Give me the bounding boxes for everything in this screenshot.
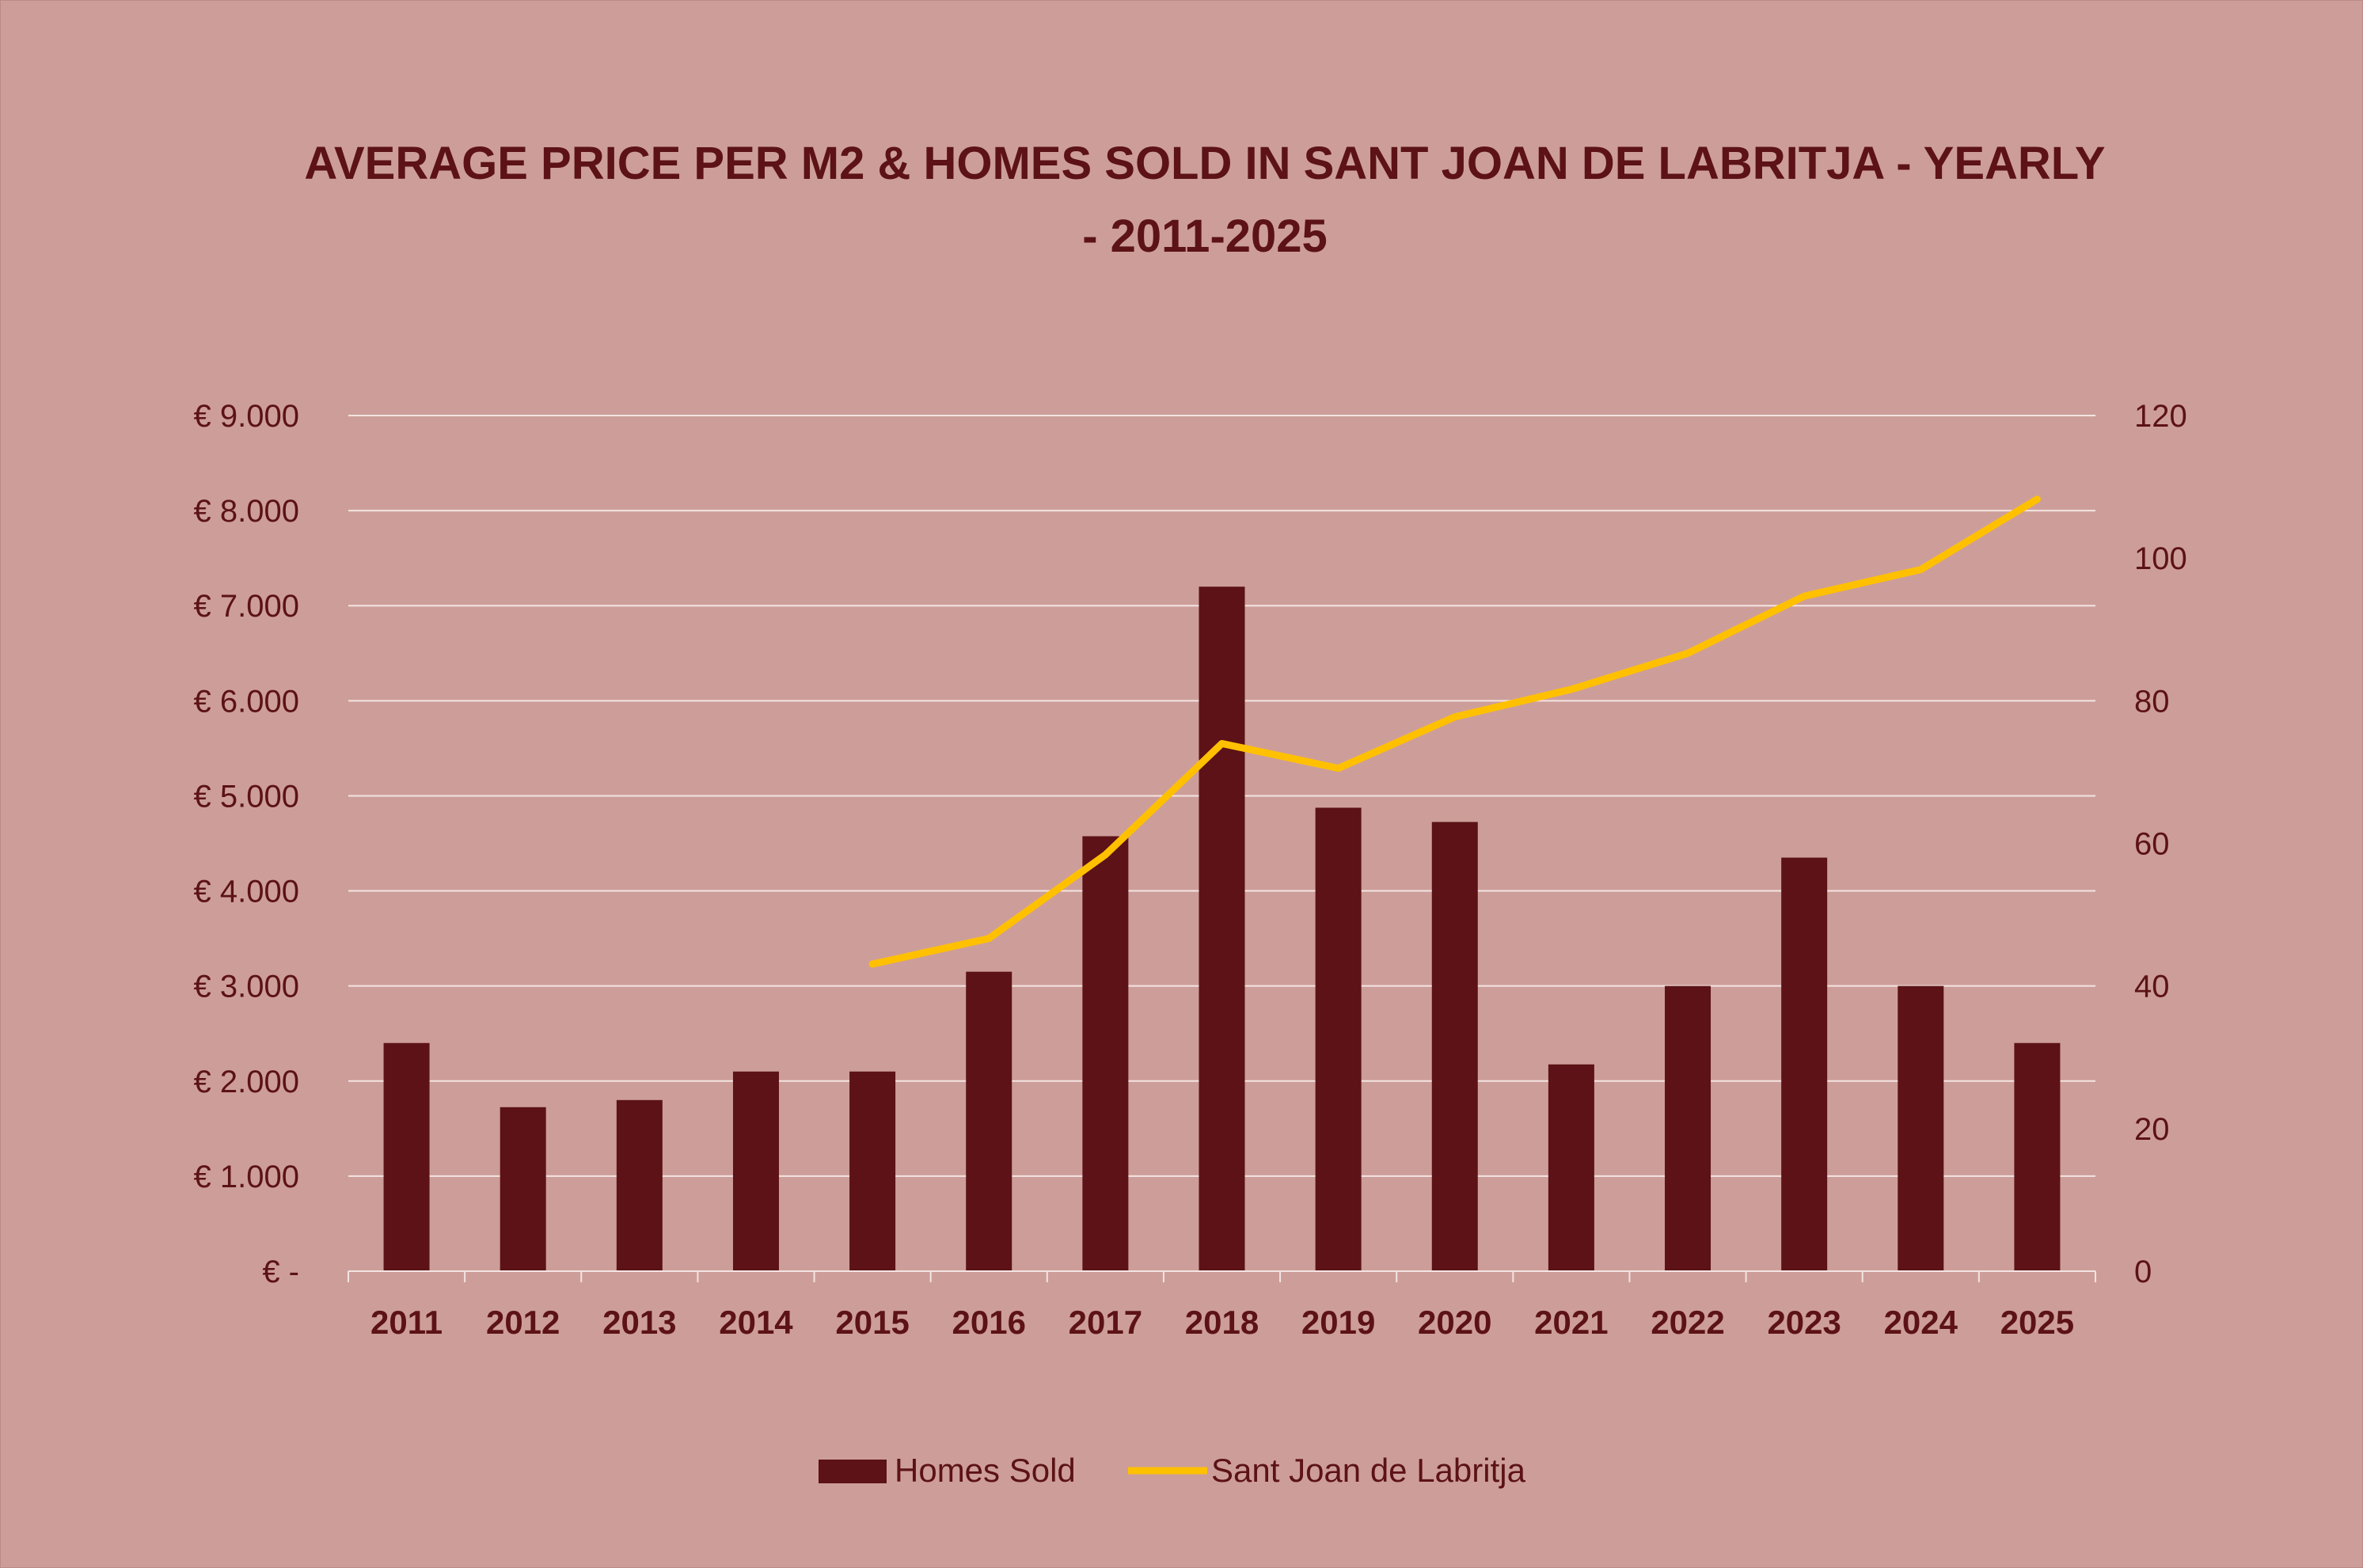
bar-homes-sold	[966, 971, 1012, 1271]
bar-homes-sold	[1548, 1064, 1594, 1271]
left-tick-label: € 3.000	[194, 970, 299, 1004]
x-tick-label: 2014	[719, 1304, 793, 1341]
bar-homes-sold	[1665, 985, 1711, 1271]
bar-homes-sold	[1781, 857, 1828, 1271]
left-tick-label: € -	[262, 1255, 299, 1289]
x-tick-label: 2023	[1767, 1304, 1841, 1341]
left-tick-label: € 4.000	[194, 875, 299, 909]
bar-homes-sold	[383, 1042, 430, 1271]
x-tick-label: 2015	[835, 1304, 909, 1341]
chart-title-line-2: - 2011-2025	[1082, 211, 1328, 262]
x-axis	[348, 1270, 2096, 1282]
line-sant-joan-de-labritja	[868, 495, 2041, 968]
x-tick-label: 2024	[1884, 1304, 1958, 1341]
bar-homes-sold	[849, 1071, 896, 1271]
x-tick-label: 2022	[1651, 1304, 1724, 1341]
bar-homes-sold	[1315, 807, 1362, 1271]
x-tick-label: 2019	[1301, 1304, 1375, 1341]
right-tick-label: 0	[2134, 1255, 2152, 1289]
bar-homes-sold	[1082, 836, 1129, 1271]
left-y-axis: € - € 1.000 € 2.000 € 3.000 € 4.000 € 5.000 € …	[194, 399, 299, 1289]
left-tick-label: € 7.000	[194, 589, 299, 624]
left-tick-label: € 8.000	[194, 494, 299, 529]
x-tick-label: 2011	[370, 1304, 443, 1341]
right-tick-label: 100	[2134, 541, 2187, 576]
x-tick-label: 2018	[1185, 1304, 1259, 1341]
x-tick-label: 2017	[1069, 1304, 1142, 1341]
bar-homes-sold	[2014, 1042, 2061, 1271]
right-tick-label: 80	[2134, 684, 2170, 719]
legend-label-sant-joan-de-labritja: Sant Joan de Labritja	[1211, 1452, 1526, 1489]
left-tick-label: € 1.000	[194, 1160, 299, 1194]
right-tick-label: 120	[2134, 399, 2187, 434]
bar-series-homes-sold	[383, 587, 2061, 1271]
x-tick-label: 2012	[486, 1304, 560, 1341]
x-tick-label: 2020	[1418, 1304, 1491, 1341]
legend: Homes Sold Sant Joan de Labritja	[819, 1452, 1526, 1489]
x-tick-label: 2016	[952, 1304, 1026, 1341]
left-tick-label: € 6.000	[194, 684, 299, 719]
right-y-axis: 0 20 40 60 80 100 120	[2134, 399, 2187, 1289]
chart-title-line-1: AVERAGE PRICE PER M2 & HOMES SOLD IN SAN…	[304, 138, 2105, 189]
bar-homes-sold	[616, 1099, 663, 1271]
x-tick-label: 2013	[602, 1304, 676, 1341]
bar-homes-sold	[500, 1107, 546, 1271]
left-tick-label: € 5.000	[194, 779, 299, 814]
chart-title: AVERAGE PRICE PER M2 & HOMES SOLD IN SAN…	[304, 138, 2105, 262]
bar-homes-sold	[1199, 587, 1245, 1271]
right-tick-label: 60	[2134, 827, 2170, 862]
bar-homes-sold	[1898, 985, 1944, 1271]
bar-homes-sold	[1431, 822, 1478, 1271]
x-axis-labels: 2011 2012 2013 2014 2015 2016 2017 2018 2019 2020…	[370, 1304, 2074, 1341]
x-tick-label: 2025	[2000, 1304, 2074, 1341]
bar-homes-sold	[732, 1071, 779, 1271]
right-tick-label: 20	[2134, 1112, 2170, 1147]
left-tick-label: € 2.000	[194, 1065, 299, 1099]
legend-swatch-homes-sold	[819, 1460, 887, 1483]
line-series-price	[868, 495, 2041, 968]
left-tick-label: € 9.000	[194, 399, 299, 434]
right-tick-label: 40	[2134, 970, 2170, 1004]
x-tick-label: 2021	[1534, 1304, 1608, 1341]
legend-label-homes-sold: Homes Sold	[895, 1452, 1076, 1489]
